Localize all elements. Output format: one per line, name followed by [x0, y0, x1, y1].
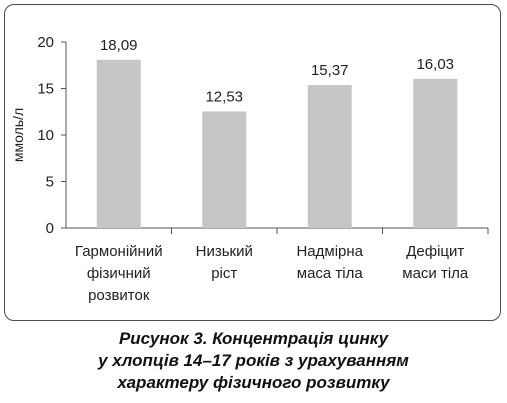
figure-caption: Рисунок 3. Концентрація цинку у хлопців …: [0, 328, 507, 394]
y-tick-label: 10: [37, 127, 54, 144]
y-tick-label: 0: [46, 220, 54, 237]
x-tick-label: Надмірна маса тіла: [296, 243, 363, 282]
caption-line-2: у хлопців 14–17 років з урахуванням: [98, 351, 409, 370]
bar: [96, 59, 141, 228]
data-label: 12,53: [205, 88, 243, 105]
y-tick-label: 20: [37, 34, 54, 51]
data-label: 16,03: [416, 56, 454, 73]
bar: [307, 85, 352, 229]
data-label: 18,09: [100, 37, 138, 54]
caption-line-1: Рисунок 3. Концентрація цинку: [118, 329, 389, 348]
x-tick-label: Дефіцит маси тіла: [402, 243, 469, 282]
data-label: 15,37: [311, 62, 349, 79]
x-tick-label: Низький ріст: [196, 243, 253, 282]
caption-line-3: характеру фізичного розвитку: [117, 373, 390, 392]
bar: [202, 111, 247, 228]
bar: [413, 78, 458, 229]
y-axis-label: ммоль/л: [10, 108, 26, 162]
bar-chart: 0 5 10 15 20 ммоль/л 18,09 Гармонійний фізичний р…: [10, 34, 489, 304]
y-tick-label: 15: [37, 81, 54, 98]
y-tick-label: 5: [46, 174, 54, 191]
x-tick-label: Гармонійний фізичний розвиток: [75, 243, 163, 304]
